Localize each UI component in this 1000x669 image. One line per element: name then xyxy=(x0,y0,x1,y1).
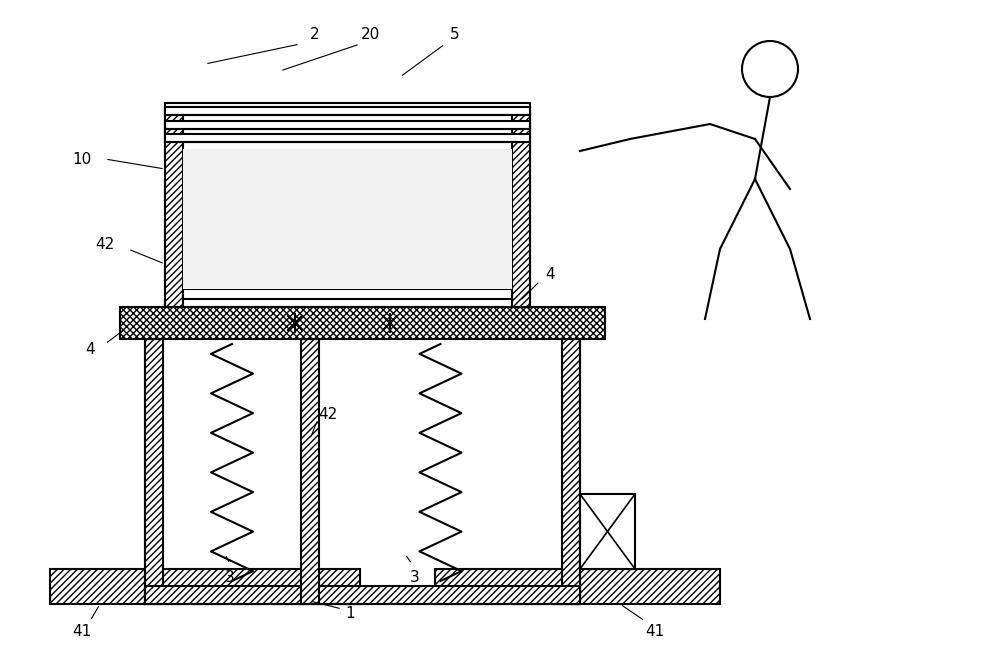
Text: 1: 1 xyxy=(345,607,355,622)
Text: 3: 3 xyxy=(410,569,420,585)
Text: 42: 42 xyxy=(318,407,338,421)
Text: 4: 4 xyxy=(545,266,555,282)
Bar xyxy=(580,494,635,569)
Bar xyxy=(145,586,580,604)
Text: 5: 5 xyxy=(450,27,460,41)
Bar xyxy=(165,103,530,115)
Text: 4: 4 xyxy=(85,341,95,357)
Circle shape xyxy=(742,41,798,97)
Bar xyxy=(165,121,530,129)
Bar xyxy=(120,307,605,339)
Bar xyxy=(165,134,530,142)
Bar xyxy=(165,107,530,307)
Bar xyxy=(512,107,530,307)
Text: 3: 3 xyxy=(225,569,235,585)
Bar xyxy=(183,149,512,289)
Bar xyxy=(165,107,183,307)
Bar xyxy=(435,569,720,604)
Bar xyxy=(145,339,163,604)
Bar xyxy=(301,339,319,604)
Bar xyxy=(120,307,605,339)
Text: 41: 41 xyxy=(72,624,92,638)
Bar xyxy=(145,586,580,604)
Bar xyxy=(50,569,360,604)
Bar xyxy=(50,569,360,604)
Bar xyxy=(145,339,163,604)
Bar xyxy=(562,339,580,604)
Bar xyxy=(562,339,580,604)
Bar xyxy=(301,339,319,604)
Text: 10: 10 xyxy=(72,151,92,167)
Bar xyxy=(165,107,183,307)
Text: 41: 41 xyxy=(645,624,665,638)
Text: 20: 20 xyxy=(360,27,380,41)
Bar xyxy=(183,289,512,299)
Bar xyxy=(435,569,720,604)
Text: 2: 2 xyxy=(310,27,320,41)
Bar xyxy=(512,107,530,307)
Text: 42: 42 xyxy=(95,237,115,252)
